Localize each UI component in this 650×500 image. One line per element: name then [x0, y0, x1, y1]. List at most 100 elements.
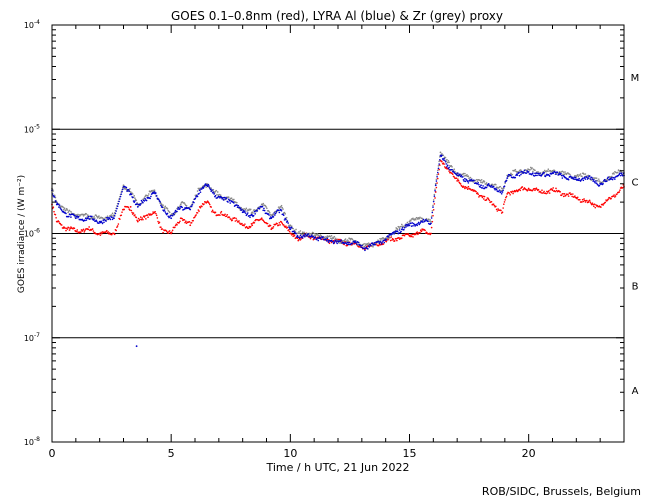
data-point: [364, 249, 366, 252]
data-point: [313, 234, 315, 237]
data-point: [329, 235, 331, 238]
data-point: [205, 202, 208, 204]
data-point: [429, 219, 432, 221]
data-point: [52, 190, 55, 192]
data-point: [591, 178, 594, 180]
data-point: [418, 223, 421, 226]
data-point: [212, 188, 215, 191]
data-point: [446, 165, 448, 168]
data-point: [610, 178, 612, 180]
data-point: [164, 211, 167, 213]
data-point: [293, 235, 296, 237]
data-point: [511, 173, 514, 176]
y-tick-label: 10-6: [24, 228, 40, 239]
data-point: [432, 206, 434, 208]
data-point: [277, 224, 280, 226]
data-point: [159, 201, 162, 203]
data-point: [229, 202, 231, 204]
data-point: [583, 198, 585, 200]
data-point: [167, 215, 170, 218]
data-point: [427, 218, 430, 221]
data-point: [281, 222, 284, 225]
data-point: [562, 195, 565, 198]
data-point: [418, 217, 421, 220]
data-point: [400, 223, 403, 226]
data-point: [303, 231, 305, 234]
data-point: [55, 216, 57, 219]
data-point: [543, 171, 545, 174]
data-point: [85, 213, 88, 215]
data-point: [439, 158, 441, 161]
data-point: [282, 208, 284, 210]
data-point: [233, 202, 235, 204]
data-point: [411, 222, 414, 224]
data-point: [53, 210, 55, 213]
data-point: [210, 187, 213, 190]
data-point: [252, 212, 254, 214]
x-axis-label: Time / h UTC, 21 Jun 2022: [265, 461, 409, 474]
data-point: [370, 244, 372, 247]
data-point: [362, 247, 365, 250]
data-point: [419, 216, 421, 219]
data-point: [261, 204, 264, 206]
data-point: [311, 234, 313, 237]
data-point: [73, 227, 76, 230]
data-point: [606, 177, 609, 180]
data-point: [533, 175, 536, 177]
data-point: [372, 243, 374, 246]
data-point: [492, 203, 495, 206]
data-point: [295, 228, 297, 231]
data-point: [582, 179, 585, 182]
data-point: [69, 227, 72, 230]
data-point: [572, 178, 575, 180]
data-point: [416, 224, 419, 227]
data-point: [283, 211, 286, 214]
data-point: [433, 193, 436, 196]
data-point: [303, 234, 305, 237]
data-point: [219, 212, 222, 214]
data-point: [443, 159, 446, 162]
data-point: [463, 186, 465, 188]
data-point: [434, 191, 437, 193]
data-point: [286, 220, 289, 223]
data-point: [206, 185, 209, 188]
data-point: [287, 222, 289, 224]
data-point: [167, 232, 170, 235]
data-point: [379, 241, 382, 243]
data-point: [583, 176, 586, 179]
data-point: [130, 193, 133, 196]
data-point: [269, 217, 271, 220]
data-point: [365, 246, 368, 249]
data-point: [273, 212, 276, 214]
data-point: [616, 193, 618, 195]
data-point: [436, 177, 439, 180]
data-point: [495, 205, 497, 208]
data-point: [451, 173, 454, 176]
data-point: [68, 229, 71, 231]
data-point: [93, 217, 96, 219]
data-point: [106, 217, 109, 219]
data-point: [412, 236, 414, 238]
data-point: [604, 201, 607, 204]
data-point: [503, 203, 505, 205]
data-point: [106, 229, 108, 232]
data-point: [473, 179, 475, 182]
data-point: [216, 193, 218, 196]
data-point: [222, 199, 225, 201]
data-point: [457, 178, 459, 180]
data-point: [470, 178, 472, 181]
data-point: [295, 236, 298, 238]
data-point: [577, 175, 580, 178]
x-tick-label: 5: [168, 447, 175, 460]
data-point: [584, 173, 587, 175]
data-point: [510, 174, 512, 177]
data-point: [495, 208, 498, 211]
data-point: [583, 199, 586, 202]
data-point: [314, 234, 317, 237]
data-point: [574, 175, 577, 177]
data-point: [106, 218, 108, 221]
data-point: [128, 190, 131, 193]
data-point: [570, 193, 573, 195]
data-point: [277, 206, 280, 208]
